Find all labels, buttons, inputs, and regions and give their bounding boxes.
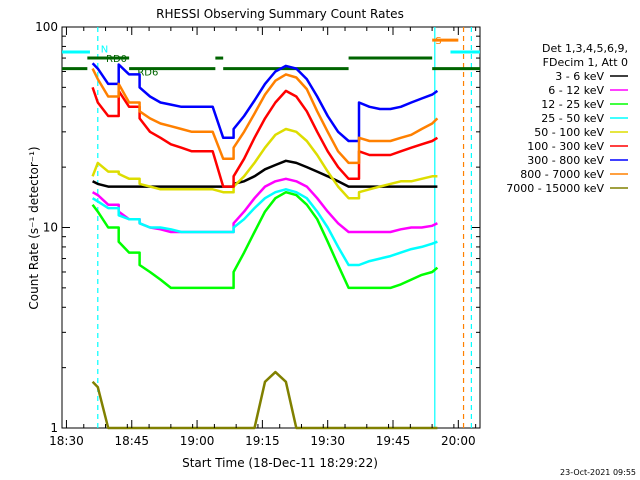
legend-entry-label: 100 - 300 keV [527,140,604,153]
x-tick-label: 19:45 [376,434,411,448]
annotation-label: RD6 [137,67,158,78]
legend-header: Det 1,3,4,5,6,9, [542,42,628,55]
x-axis-label: Start Time (18-Dec-11 18:29:22) [182,456,378,470]
legend-entry-label: 12 - 25 keV [541,98,604,111]
series-line [91,190,439,290]
series-line [91,62,439,143]
x-tick-label: 18:45 [114,434,149,448]
legend-entry-label: 800 - 7000 keV [520,168,604,181]
series-line [91,370,438,430]
annotation-label: S [435,36,441,47]
x-tick-label: 18:30 [49,434,84,448]
series-line [91,127,438,200]
legend-entry-label: 7000 - 15000 keV [506,182,604,195]
x-tick-label: 19:00 [180,434,215,448]
series-line [91,188,438,267]
y-tick-label: 100 [35,20,58,34]
legend-entry-label: 300 - 800 keV [527,154,604,167]
annotation-label: N [101,45,108,56]
series-line [91,68,439,165]
y-tick-label: 1 [50,421,58,435]
legend-entry-label: 6 - 12 keV [548,84,604,97]
legend-header: FDecim 1, Att 0 [543,56,628,69]
y-tick-label: 10 [43,221,58,235]
x-tick-label: 19:15 [245,434,280,448]
annotation-label: RD0 [106,54,127,65]
x-axis: 18:30 18:45 19:00 19:15 19:30 19:45 20:00 [49,27,477,448]
legend-entry-label: 25 - 50 keV [541,112,604,125]
chart-title: RHESSI Observing Summary Count Rates [156,7,404,21]
legend: Det 1,3,4,5,6,9,FDecim 1, Att 03 - 6 keV… [506,42,628,195]
footer-timestamp: 23-Oct-2021 09:55 [560,468,636,477]
legend-entry-label: 3 - 6 keV [555,70,604,83]
y-axis: 1 10 100 [35,20,480,435]
x-tick-label: 19:30 [310,434,345,448]
x-tick-label: 20:00 [441,434,476,448]
legend-entry-label: 50 - 100 keV [534,126,604,139]
y-axis-label: Count Rate (s⁻¹ detector⁻¹) [27,146,41,309]
